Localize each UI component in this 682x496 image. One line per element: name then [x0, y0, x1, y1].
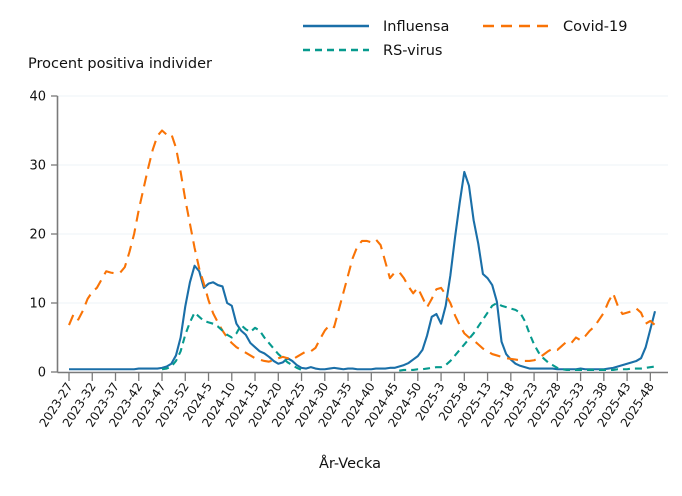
chart-legend: Influensa Covid-19 RS-virus	[303, 19, 628, 59]
y-tick-label: 10	[29, 297, 46, 312]
legend-label-rs-virus: RS-virus	[383, 43, 442, 59]
y-tick-label: 30	[29, 159, 46, 174]
series-line-influensa	[69, 170, 657, 371]
legend-label-covid-19: Covid-19	[563, 19, 628, 35]
series-line-rs-virus	[161, 311, 302, 371]
data-series	[68, 129, 657, 372]
y-axis-ticks: 0 10 20 30 40	[29, 90, 58, 381]
series-line-rs-virus	[399, 301, 656, 372]
x-axis-title: År-Vecka	[319, 455, 381, 472]
y-tick-label: 20	[29, 228, 46, 243]
y-tick-label: 0	[38, 366, 46, 381]
y-axis-title: Procent positiva individer	[28, 56, 212, 72]
series-line-covid-19	[68, 129, 656, 363]
legend-label-influensa: Influensa	[383, 19, 449, 35]
y-tick-label: 40	[29, 90, 46, 105]
